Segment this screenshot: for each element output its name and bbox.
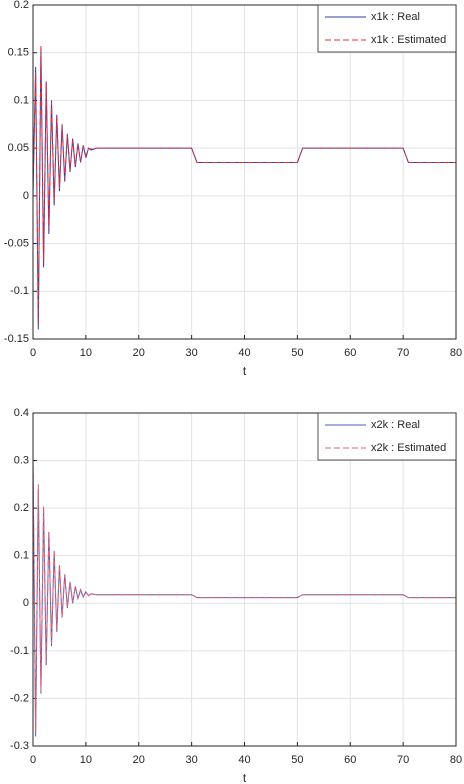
legend-label: x1k : Real <box>371 11 420 23</box>
y-tick-label: 0 <box>23 190 29 202</box>
x-tick-label: 20 <box>133 754 145 766</box>
legend-label: x2k : Real <box>371 419 420 431</box>
x-tick-label: 40 <box>238 347 250 359</box>
legend-label: x1k : Estimated <box>371 34 446 46</box>
y-tick-label: 0.1 <box>14 94 29 106</box>
x-tick-label: 70 <box>397 754 409 766</box>
x-tick-label: 50 <box>291 347 303 359</box>
axes-box <box>32 4 457 340</box>
y-tick-label: 0.3 <box>14 454 29 466</box>
y-tick-label: -0.05 <box>4 237 29 249</box>
x-tick-label: 80 <box>450 347 462 359</box>
x-tick-label: 80 <box>450 754 462 766</box>
axes-box <box>32 412 457 747</box>
y-tick-label: -0.1 <box>10 645 29 657</box>
legend-box <box>317 4 457 53</box>
y-tick-label: -0.3 <box>10 740 29 752</box>
y-tick-label: 0 <box>23 597 29 609</box>
x-axis-label: t <box>243 364 247 378</box>
x-tick-label: 30 <box>186 347 198 359</box>
x-tick-label: 50 <box>291 754 303 766</box>
y-tick-label: 0.1 <box>14 550 29 562</box>
x-tick-label: 10 <box>80 754 92 766</box>
x-tick-label: 10 <box>80 347 92 359</box>
x-tick-label: 60 <box>344 754 356 766</box>
legend-box <box>317 412 457 461</box>
y-tick-label: -0.1 <box>10 285 29 297</box>
x-tick-label: 30 <box>186 754 198 766</box>
x-tick-label: 0 <box>30 347 36 359</box>
y-tick-label: 0.05 <box>8 142 29 154</box>
y-tick-label: -0.2 <box>10 692 29 704</box>
x-tick-label: 0 <box>30 754 36 766</box>
data-line <box>32 455 456 732</box>
data-line <box>32 45 456 325</box>
x-tick-label: 40 <box>238 754 250 766</box>
y-tick-label: -0.15 <box>4 333 29 345</box>
x-tick-label: 70 <box>397 347 409 359</box>
y-tick-label: 0.4 <box>14 407 29 419</box>
y-tick-label: 0.2 <box>14 0 29 11</box>
x-tick-label: 20 <box>133 347 145 359</box>
legend-label: x2k : Estimated <box>371 442 446 454</box>
y-tick-label: 0.2 <box>14 502 29 514</box>
y-tick-label: 0.15 <box>8 47 29 59</box>
x-axis-label: t <box>243 771 247 784</box>
x-tick-label: 60 <box>344 347 356 359</box>
